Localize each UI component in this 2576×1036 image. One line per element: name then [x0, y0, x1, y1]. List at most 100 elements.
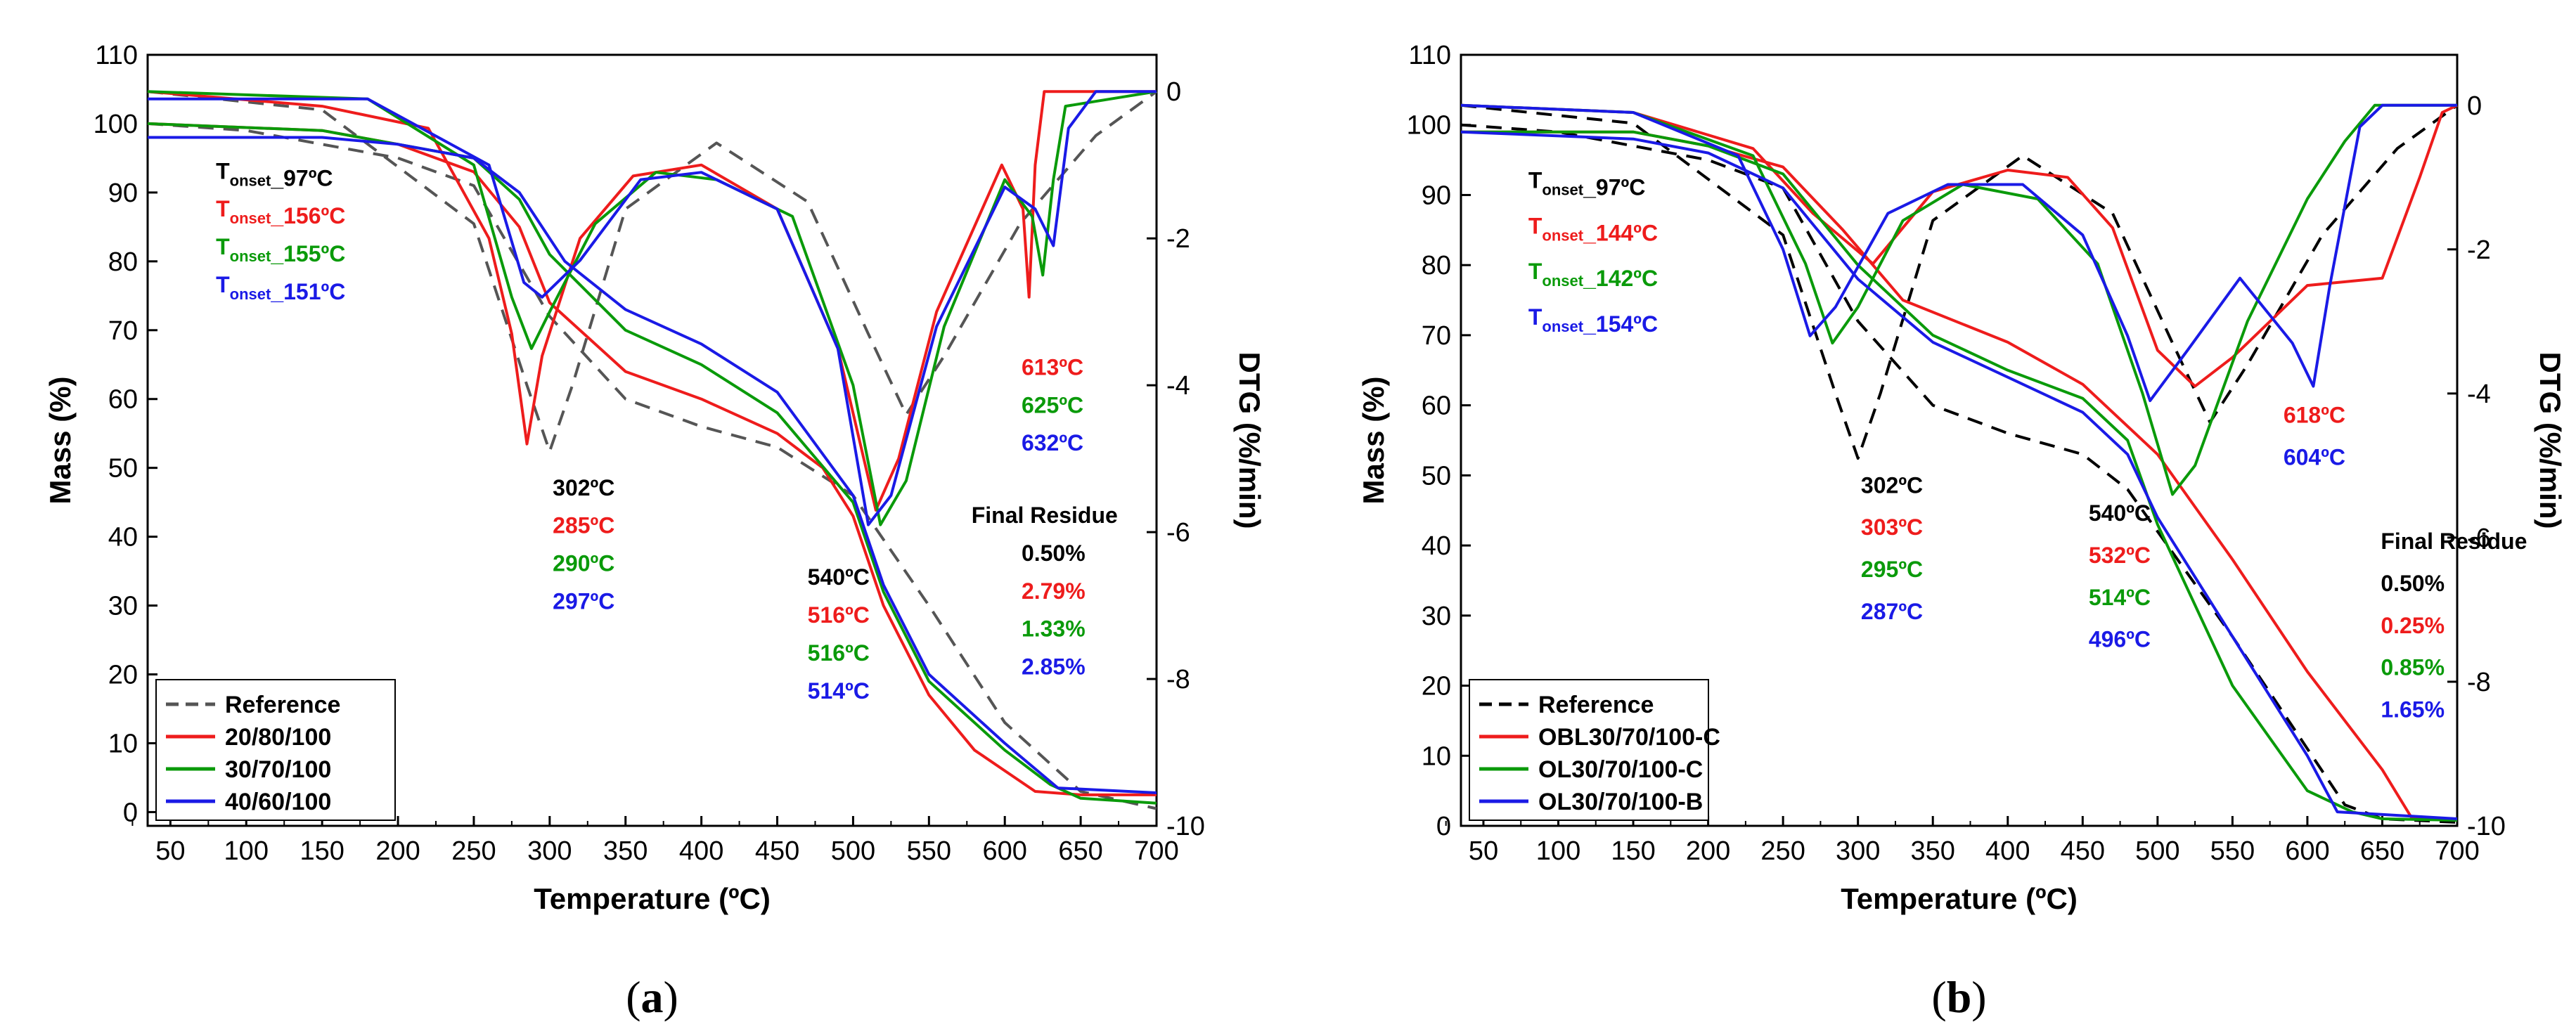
- annotation-label: 1.33%: [1022, 616, 1086, 642]
- plot-frame: [146, 53, 1158, 827]
- y-tick-label: 100: [1407, 111, 1451, 141]
- annotation-label: 516ºC: [808, 640, 870, 666]
- annotation-value: _144ºC: [1583, 220, 1658, 245]
- annotation-subscript: onset: [1542, 226, 1583, 244]
- y2-tick-label: -8: [2467, 668, 2491, 697]
- series-2-dtg-line: [147, 90, 1157, 526]
- annotation-subscript: onset: [1542, 318, 1583, 335]
- x-tick-label: 200: [375, 836, 420, 866]
- x-tick-label: 250: [451, 836, 496, 866]
- x-tick-label: 100: [224, 836, 269, 866]
- annotation-label: Tonset_97ºC: [1528, 167, 1645, 200]
- series-3-mass-line: [1460, 130, 2458, 820]
- series-2-dtg-line: [1460, 103, 2457, 496]
- x-tick-label: 600: [2285, 836, 2329, 866]
- y2-tick-label: -10: [1166, 812, 1205, 841]
- x-tick-label: 500: [2135, 836, 2179, 866]
- panel-label-close: ): [664, 972, 678, 1022]
- annotation-label: Tonset_97ºC: [216, 158, 333, 190]
- y2-tick-label: 0: [2467, 91, 2482, 121]
- legend-entry: 20/80/100: [225, 724, 331, 751]
- annotation-label: 625ºC: [1022, 392, 1083, 417]
- annotation-label: 532ºC: [2089, 543, 2151, 568]
- x-tick-label: 350: [603, 836, 648, 866]
- series-3-dtg-line: [148, 90, 1157, 526]
- series-2-mass-line: [1461, 130, 2458, 822]
- annotation-label: 516ºC: [808, 602, 870, 628]
- y-tick-label: 20: [1422, 672, 1451, 701]
- series-3-mass-line: [148, 136, 1157, 794]
- y-tick-label: 90: [1422, 181, 1451, 210]
- annotation-t: T: [1528, 304, 1543, 330]
- x-tick-label: 700: [2435, 836, 2479, 866]
- annotation-value: _155ºC: [270, 241, 345, 266]
- y2-tick-label: -6: [2467, 524, 2491, 553]
- y-tick-label: 50: [1422, 461, 1451, 491]
- y-tick-label: 20: [108, 661, 138, 690]
- x-tick-label: 50: [155, 836, 185, 866]
- annotation-label: 302ºC: [1861, 472, 1923, 498]
- annotation-t: T: [216, 158, 230, 183]
- annotation-t: T: [1528, 213, 1543, 238]
- annotation-label: 285ºC: [553, 513, 614, 538]
- series-1-mass-line: [147, 122, 1157, 796]
- annotation-value: _154ºC: [1583, 311, 1658, 337]
- annotation-label: Tonset_144ºC: [1528, 213, 1658, 245]
- annotation-value: _97ºC: [270, 165, 333, 190]
- annotation-value: _97ºC: [1583, 174, 1645, 200]
- annotation-subscript: onset: [230, 209, 271, 227]
- annotation-label: 2.79%: [1022, 578, 1086, 604]
- y2-tick-label: -2: [2467, 235, 2491, 265]
- annotation-label: 302ºC: [553, 475, 614, 500]
- annotation-subscript: onset: [230, 247, 271, 265]
- legend-entry: OL30/70/100-B: [1538, 789, 1703, 815]
- annotation-label: 0.50%: [2381, 571, 2445, 596]
- y-tick-label: 110: [1408, 41, 1451, 70]
- y2-tick-label: 0: [1166, 77, 1181, 107]
- x-tick-label: 150: [1611, 836, 1655, 866]
- panel-label-close: ): [1971, 972, 1986, 1022]
- y-tick-label: 80: [108, 247, 138, 277]
- annotation-label: 287ºC: [1861, 599, 1923, 624]
- y-tick-label: 50: [108, 454, 138, 484]
- annotation-label: 496ºC: [2089, 627, 2151, 652]
- annotation-subscript: onset: [1542, 181, 1583, 198]
- annotation-label: 540ºC: [808, 564, 870, 590]
- y2-tick-label: -8: [1166, 665, 1190, 694]
- x-tick-label: 550: [2210, 836, 2255, 866]
- y-tick-label: 60: [108, 385, 138, 415]
- annotation-label: 618ºC: [2284, 403, 2345, 428]
- annotation-t: T: [1528, 259, 1543, 284]
- y-tick-label: 40: [1422, 531, 1451, 561]
- annotation-label: 2.85%: [1022, 654, 1086, 680]
- annotation-label: 0.25%: [2381, 613, 2445, 638]
- x-tick-label: 200: [1686, 836, 1730, 866]
- x-tick-label: 250: [1760, 836, 1805, 866]
- annotation-label: Tonset_156ºC: [216, 196, 345, 228]
- x-tick-label: 350: [1911, 836, 1955, 866]
- panel-label-open: (: [626, 972, 640, 1022]
- y-tick-label: 80: [1422, 251, 1451, 280]
- legend-entry: OL30/70/100-C: [1538, 756, 1703, 783]
- y2-tick-label: -10: [2467, 812, 2506, 841]
- x-tick-label: 650: [1058, 836, 1102, 866]
- plot-frame: [1460, 53, 2459, 827]
- annotation-label: 604ºC: [2284, 444, 2345, 470]
- annotation-label: 297ºC: [553, 588, 614, 614]
- annotation-label: Tonset_155ºC: [216, 234, 345, 266]
- panel-label: (b): [1931, 972, 1986, 1022]
- y-tick-label: 110: [95, 41, 138, 70]
- annotation-label: 514ºC: [808, 678, 870, 704]
- annotation-subscript: onset: [230, 171, 271, 189]
- annotation-label: 0.50%: [1022, 540, 1086, 566]
- annotation-label: 290ºC: [553, 551, 614, 576]
- y2-axis-label: DTG (%/min): [2534, 352, 2567, 529]
- annotation-subscript: onset: [230, 285, 271, 303]
- y-tick-label: 0: [1436, 812, 1451, 841]
- series-0-dtg-line: [1460, 103, 2459, 460]
- series-1-dtg-line: [1460, 103, 2458, 388]
- x-tick-label: 150: [300, 836, 344, 866]
- x-tick-label: 100: [1536, 836, 1580, 866]
- panel-label-open: (: [1931, 972, 1946, 1022]
